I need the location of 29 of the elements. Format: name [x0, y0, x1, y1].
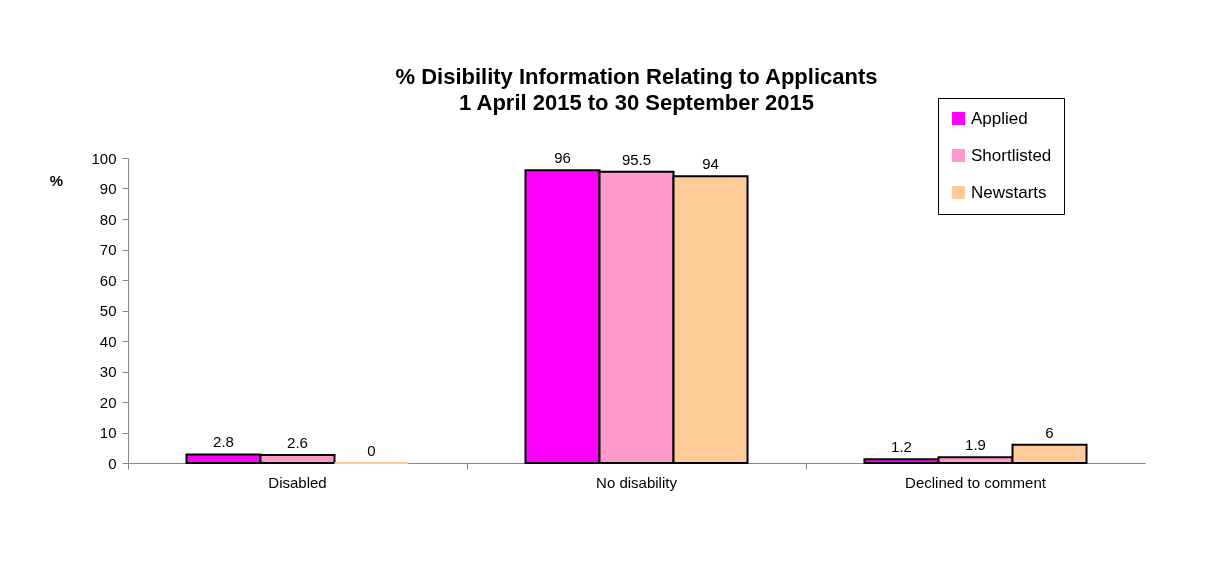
data-label: 1.9: [965, 436, 986, 454]
chart-title: % Disibility Information Relating to Applicants: [395, 63, 878, 89]
legend-label: Applied: [971, 108, 1028, 128]
x-tick-label: Disabled: [268, 473, 327, 491]
y-tick-label: 50: [99, 302, 117, 319]
data-label: 96: [554, 149, 571, 167]
y-tick-label: 30: [99, 363, 117, 380]
legend-label: Shortlisted: [971, 145, 1052, 165]
legend-label: Newstarts: [971, 182, 1047, 202]
y-tick-label: 90: [99, 180, 117, 197]
chart-subtitle: 1 April 2015 to 30 September 2015: [458, 89, 815, 115]
y-tick-label: 10: [99, 424, 117, 441]
data-label: 1.2: [891, 438, 912, 456]
data-label: 2.8: [213, 433, 234, 451]
x-tick-label: No disability: [596, 473, 678, 491]
y-tick-label: 60: [99, 271, 117, 289]
data-label: 94: [702, 155, 719, 173]
data-label: 6: [1045, 423, 1054, 441]
data-label: 0: [367, 442, 376, 459]
y-tick-label: 80: [99, 210, 117, 228]
y-axis-title: %: [49, 171, 64, 189]
data-label: 95.5: [621, 150, 652, 168]
y-tick-label: 70: [99, 241, 117, 258]
data-label: 2.6: [287, 434, 308, 452]
x-tick-label: Declined to comment: [905, 473, 1047, 491]
y-tick-label: 0: [108, 454, 117, 472]
y-tick-label: 20: [99, 393, 117, 411]
y-tick-label: 40: [99, 332, 117, 350]
y-tick-label: 100: [91, 149, 117, 167]
